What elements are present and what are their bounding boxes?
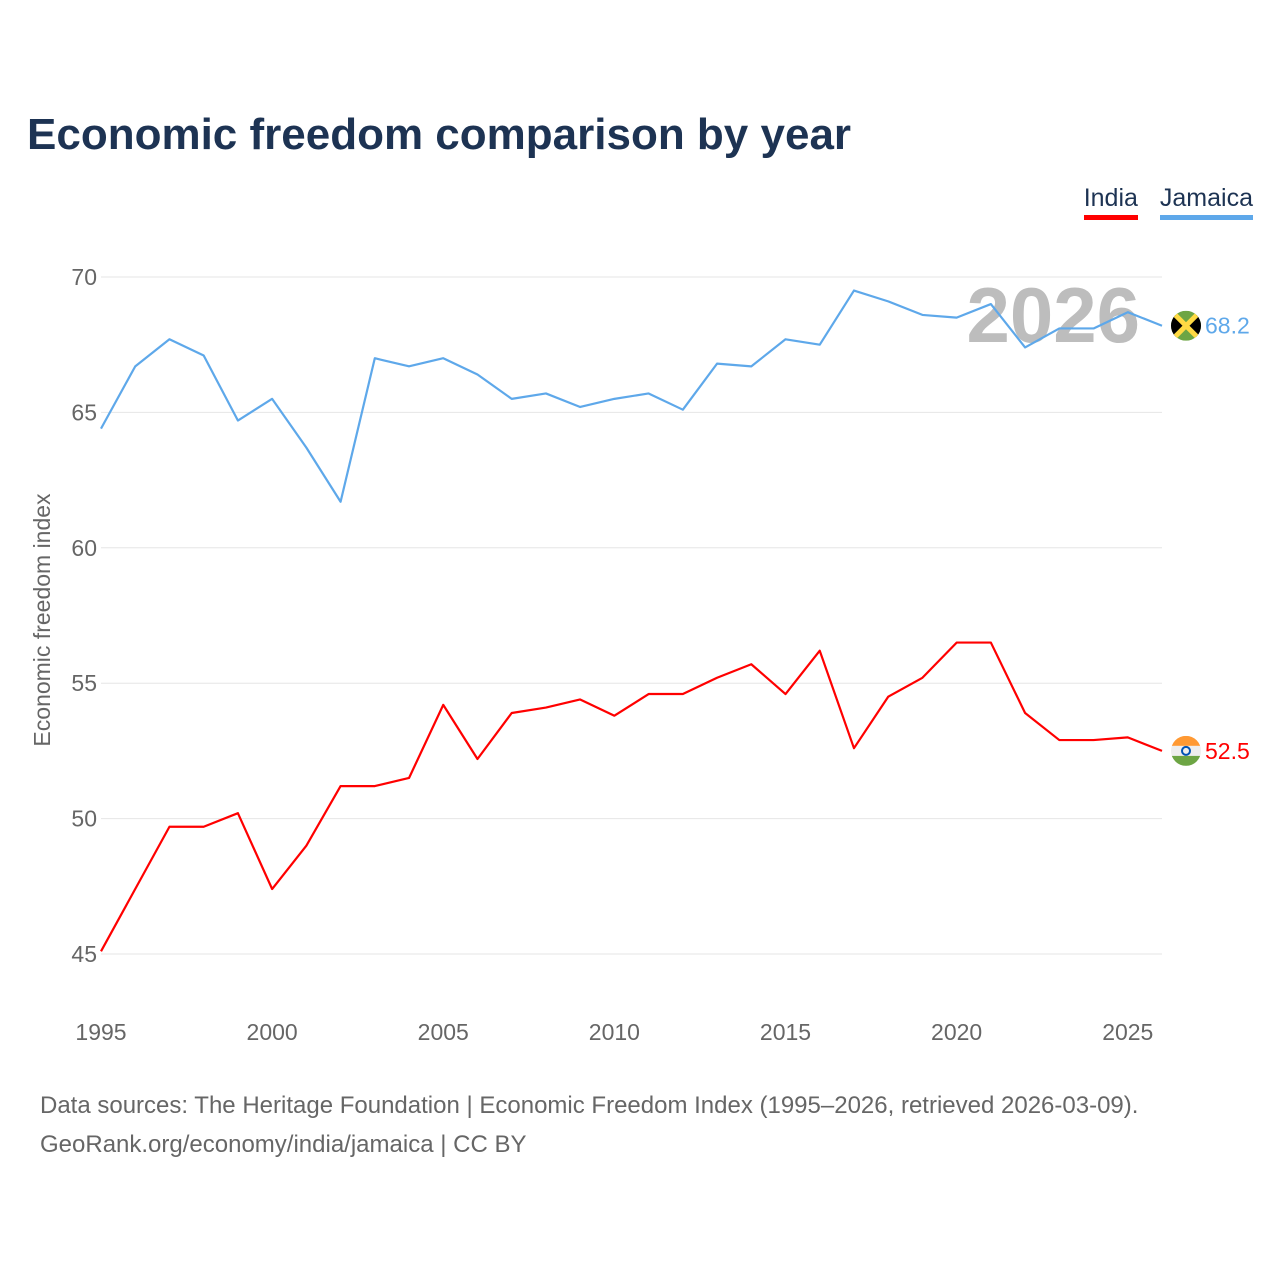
india-flag-icon [1171, 735, 1201, 766]
y-axis-label: Economic freedom index [29, 493, 55, 747]
x-tick-label: 2005 [418, 1019, 469, 1045]
legend-item-india[interactable]: India [1083, 184, 1138, 220]
chart-title: Economic freedom comparison by year [27, 110, 852, 159]
x-tick-label: 2025 [1102, 1019, 1153, 1045]
y-tick-label: 45 [71, 941, 97, 967]
y-tick-label: 70 [71, 264, 97, 290]
footer: Data sources: The Heritage Foundation | … [40, 1086, 1138, 1164]
data-source-text: Data sources: The Heritage Foundation | … [40, 1092, 1139, 1119]
year-watermark: 2026 [966, 271, 1140, 359]
x-tick-label: 2010 [589, 1019, 640, 1045]
x-tick-label: 1995 [75, 1019, 126, 1045]
line-chart: 45 50 55 60 65 70 1995 2000 2005 2010 2015 2020 2025… [29, 264, 1250, 1045]
legend: India Jamaica [1083, 184, 1253, 220]
x-tick-label: 2015 [760, 1019, 811, 1045]
jamaica-flag-icon [1171, 310, 1201, 341]
y-tick-label: 50 [71, 806, 97, 832]
y-tick-label: 60 [71, 535, 97, 561]
end-value-label-jamaica: 68.2 [1205, 313, 1250, 339]
legend-item-jamaica[interactable]: Jamaica [1159, 184, 1253, 220]
attribution-link[interactable]: GeoRank.org/economy/india/jamaica | CC B… [40, 1131, 527, 1158]
y-tick-label: 65 [71, 399, 97, 425]
series-line-jamaica [100, 289, 1163, 503]
series-line-india [100, 641, 1163, 952]
end-value-label-india: 52.5 [1205, 738, 1250, 764]
x-tick-label: 2020 [931, 1019, 982, 1045]
x-tick-label: 2000 [247, 1019, 298, 1045]
y-tick-label: 55 [71, 670, 97, 696]
